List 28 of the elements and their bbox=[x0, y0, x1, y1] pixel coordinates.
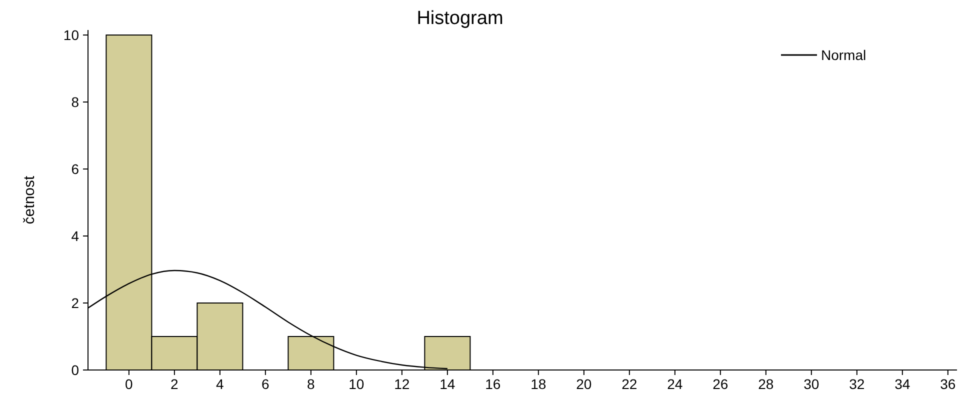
x-tick-label: 26 bbox=[712, 376, 728, 392]
y-tick-label: 8 bbox=[71, 94, 80, 110]
x-tick-label: 16 bbox=[485, 376, 501, 392]
x-tick-label: 24 bbox=[667, 376, 683, 392]
x-tick-label: 12 bbox=[394, 376, 410, 392]
y-tick-label: 10 bbox=[63, 27, 80, 44]
x-tick-label: 14 bbox=[440, 376, 456, 392]
x-tick-label: 22 bbox=[622, 376, 638, 392]
x-tick-label: 0 bbox=[125, 376, 134, 392]
x-tick-label: 36 bbox=[940, 376, 956, 392]
x-tick-label: 18 bbox=[530, 376, 546, 392]
x-tick-label: 4 bbox=[216, 376, 224, 392]
x-tick-label: 20 bbox=[576, 376, 592, 392]
chart-title: Histogram bbox=[416, 8, 504, 29]
x-tick-label: 8 bbox=[307, 376, 316, 392]
y-axis-title: četnost bbox=[21, 174, 38, 224]
x-tick-label: 34 bbox=[894, 376, 910, 392]
x-tick-label: 28 bbox=[758, 376, 774, 392]
y-tick-label: 2 bbox=[71, 295, 80, 312]
legend-label: Normal bbox=[821, 47, 866, 63]
x-tick-label: 10 bbox=[348, 376, 364, 392]
y-tick-label: 0 bbox=[71, 362, 80, 378]
x-tick-label: 6 bbox=[262, 376, 270, 392]
y-tick-label: 6 bbox=[71, 161, 80, 178]
x-tick-label: 30 bbox=[804, 376, 820, 392]
y-tick-label: 4 bbox=[71, 228, 80, 244]
x-tick-label: 32 bbox=[849, 376, 865, 392]
x-tick-label: 2 bbox=[170, 376, 179, 392]
